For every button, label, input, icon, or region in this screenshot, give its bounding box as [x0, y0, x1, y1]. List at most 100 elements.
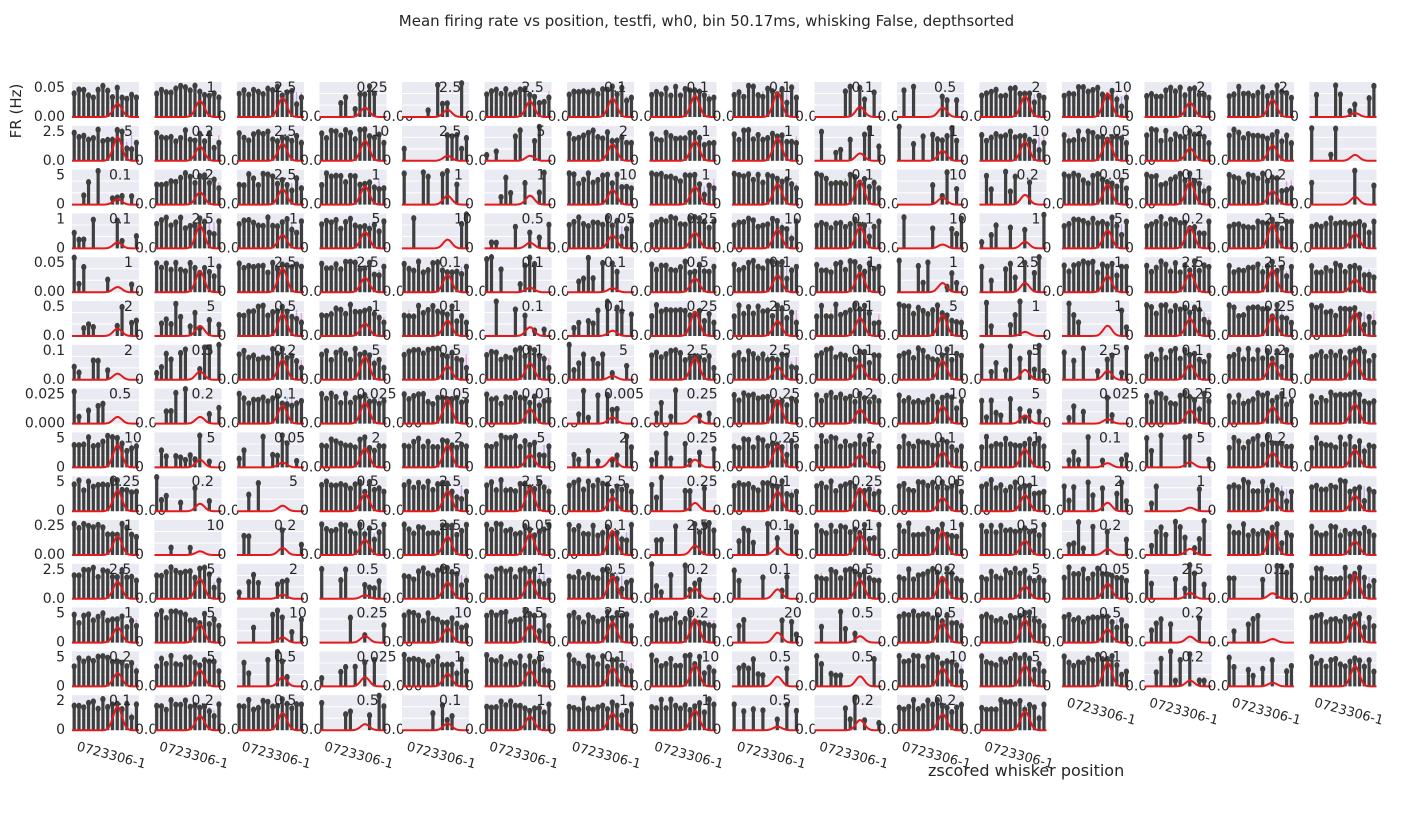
- bar-mark: [431, 306, 435, 336]
- bar-cap-mark: [580, 88, 587, 95]
- bar-cap-mark: [1240, 356, 1247, 363]
- bar-cap-mark: [459, 270, 465, 278]
- bar-mark: [732, 264, 736, 293]
- bar-cap-mark: [614, 217, 620, 225]
- bar-mark: [1145, 356, 1149, 380]
- bar-mark: [761, 182, 765, 205]
- bar-mark: [1154, 176, 1158, 205]
- bar-cap-mark: [653, 136, 660, 143]
- bar-cap-mark: [454, 132, 460, 139]
- bar-mark: [1256, 393, 1260, 424]
- bar-cap-mark: [294, 175, 300, 182]
- bar-mark: [625, 100, 629, 117]
- twin-tick-label-top: 2.5: [439, 124, 461, 140]
- bar-cap-mark: [289, 137, 295, 145]
- bar-cap-mark: [1236, 346, 1242, 353]
- bar-mark: [1241, 226, 1246, 249]
- bar-cap-mark: [677, 221, 684, 228]
- gaussian-curve: [237, 233, 304, 250]
- bar-cap-mark: [1245, 130, 1251, 138]
- subplot-r6-c0: 0.10.020: [43, 343, 144, 388]
- bar-cap-mark: [814, 170, 820, 178]
- bar-cap-mark: [1168, 348, 1174, 355]
- bar-cap-mark: [1109, 180, 1115, 187]
- bar-cap-mark: [187, 87, 193, 94]
- bar-mark: [746, 174, 751, 205]
- bar-mark: [916, 401, 920, 424]
- twin-tick-label-zero: 0: [465, 240, 474, 256]
- bar-cap-mark: [1206, 319, 1212, 327]
- bar-mark: [897, 395, 901, 424]
- bar-cap-mark: [1328, 308, 1334, 315]
- bar-mark: [1261, 395, 1265, 424]
- bar-mark: [567, 94, 571, 117]
- bar-cap-mark: [1288, 319, 1295, 327]
- bar-cap-mark: [595, 90, 601, 98]
- bar-cap-mark: [425, 267, 431, 274]
- bar-cap-mark: [628, 139, 635, 147]
- bar-mark: [431, 348, 435, 380]
- bar-cap-mark: [109, 136, 116, 143]
- bar-cap-mark: [294, 132, 300, 140]
- bar-cap-mark: [1337, 391, 1344, 398]
- bar-cap-mark: [600, 135, 606, 142]
- bar-cap-mark: [814, 261, 820, 269]
- bar-mark: [819, 305, 824, 336]
- subplot-r3-c4: 100: [402, 211, 474, 256]
- bar-cap-mark: [201, 218, 208, 225]
- bar-cap-mark: [294, 229, 300, 237]
- bar-cap-mark: [1255, 89, 1261, 97]
- bar-mark: [984, 140, 989, 161]
- bar-cap-mark: [784, 314, 790, 322]
- bar-mark: [416, 305, 421, 336]
- bar-mark: [848, 86, 852, 117]
- bar-cap-mark: [585, 317, 591, 325]
- bar-mark: [907, 398, 911, 424]
- bar-mark: [761, 354, 765, 380]
- twin-tick-label-top: 2.5: [1264, 255, 1286, 271]
- bar-cap-mark: [1196, 230, 1202, 237]
- bar-cap-mark: [571, 218, 577, 226]
- y-tick-label-top: 5: [56, 430, 65, 446]
- bar-mark: [1008, 263, 1013, 293]
- twin-tick-label-top: 0.1: [852, 80, 874, 96]
- bar-cap-mark: [736, 349, 742, 357]
- bar-mark: [815, 395, 819, 424]
- bar-cap-mark: [910, 83, 917, 91]
- bar-mark: [1202, 136, 1206, 161]
- bar-mark: [179, 269, 183, 293]
- bar-cap-mark: [833, 179, 839, 187]
- gaussian-curve: [1309, 112, 1377, 118]
- bar-mark: [693, 174, 697, 205]
- bar-cap-mark: [1328, 389, 1334, 396]
- bar-mark: [377, 189, 381, 205]
- bar-mark: [926, 357, 930, 380]
- bar-mark: [1251, 307, 1255, 336]
- bar-cap-mark: [274, 138, 281, 145]
- bar-cap-mark: [279, 92, 285, 99]
- bar-cap-mark: [755, 303, 761, 310]
- bar-mark: [207, 133, 211, 161]
- bar-cap-mark: [362, 126, 368, 133]
- bar-cap-mark: [658, 262, 664, 269]
- bar-mark: [989, 91, 993, 117]
- gaussian-curve: [1227, 144, 1294, 162]
- bar-mark: [994, 225, 998, 249]
- bar-cap-mark: [435, 81, 441, 89]
- subplot-r4-c5: 0.10.0: [484, 254, 570, 300]
- bar-cap-mark: [376, 131, 382, 138]
- bar-mark: [897, 304, 901, 336]
- bar-cap-mark: [823, 313, 829, 320]
- bar-cap-mark: [411, 392, 417, 400]
- bar-mark: [1310, 396, 1314, 424]
- bar-mark: [339, 103, 343, 117]
- bar-mark: [494, 398, 498, 424]
- bar-mark: [1232, 94, 1236, 117]
- gaussian-curve: [72, 198, 139, 206]
- bar-cap-mark: [954, 137, 960, 145]
- bar-mark: [1324, 401, 1328, 424]
- bar-cap-mark: [246, 91, 252, 98]
- twin-tick-label-zero: 0.0: [548, 372, 570, 388]
- bar-cap-mark: [1109, 134, 1115, 141]
